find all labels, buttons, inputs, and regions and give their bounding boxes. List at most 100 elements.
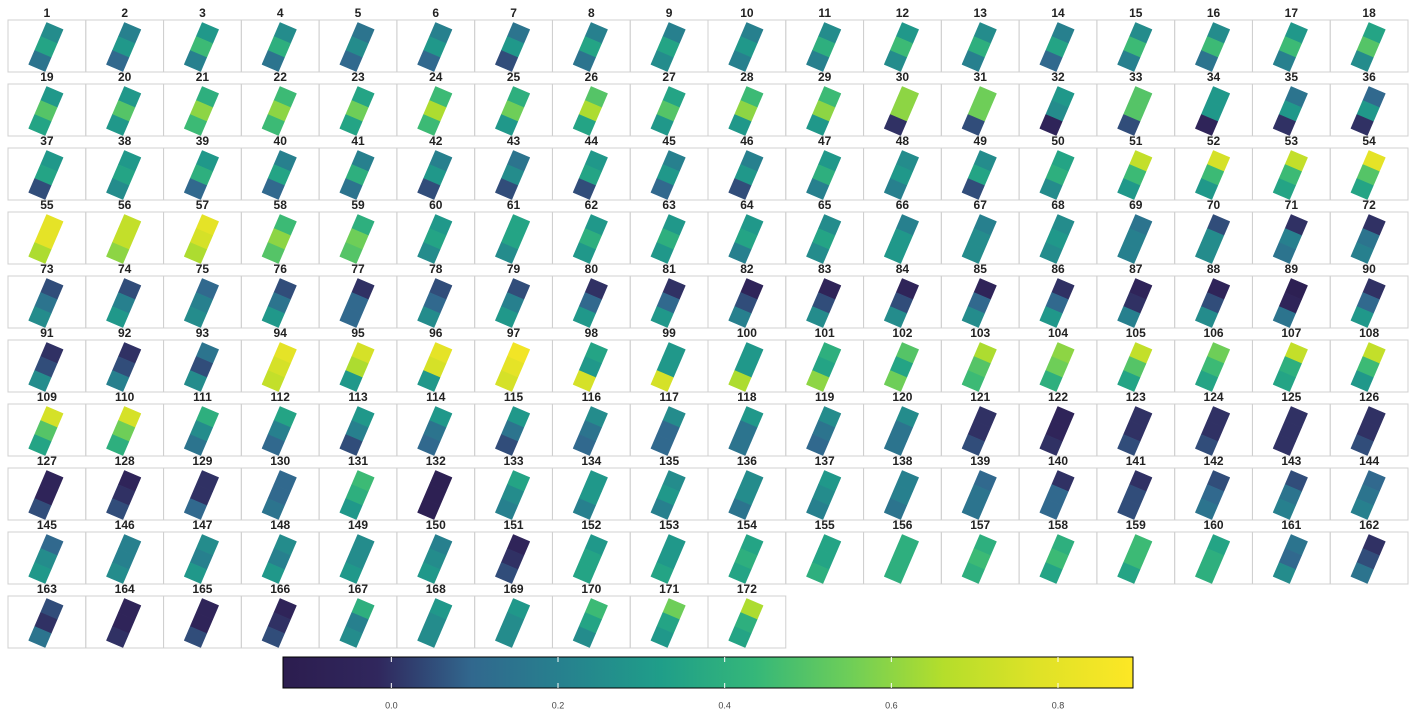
panel-title: 89 — [1285, 262, 1299, 276]
panel-title: 55 — [40, 198, 54, 212]
panel-title: 29 — [818, 70, 832, 84]
panel-title: 170 — [581, 582, 601, 596]
panel-title: 74 — [118, 262, 132, 276]
panel-title: 145 — [37, 518, 57, 532]
panel-title: 109 — [37, 390, 57, 404]
panel-title: 81 — [662, 262, 676, 276]
panel-title: 162 — [1359, 518, 1379, 532]
panel-title: 147 — [192, 518, 212, 532]
panel-title: 17 — [1285, 6, 1299, 20]
panel-title: 97 — [507, 326, 521, 340]
panel-title: 129 — [192, 454, 212, 468]
panel-title: 22 — [274, 70, 288, 84]
colorbar-tick-label: 0.2 — [552, 700, 565, 710]
panel-title: 56 — [118, 198, 132, 212]
panel-title: 143 — [1281, 454, 1301, 468]
panel-title: 44 — [585, 134, 599, 148]
colorbar-tick-label: 0.8 — [1052, 700, 1065, 710]
panel-title: 92 — [118, 326, 132, 340]
panel-title: 124 — [1204, 390, 1224, 404]
panel-title: 90 — [1362, 262, 1376, 276]
panel-title: 111 — [193, 390, 212, 404]
panel-title: 142 — [1204, 454, 1224, 468]
panel-title: 13 — [974, 6, 988, 20]
panel-title: 67 — [974, 198, 988, 212]
panel-title: 91 — [40, 326, 54, 340]
panel-title: 113 — [348, 390, 368, 404]
panel-title: 23 — [351, 70, 365, 84]
panel-title: 51 — [1129, 134, 1143, 148]
panel-title: 133 — [504, 454, 524, 468]
panel-title: 15 — [1129, 6, 1143, 20]
panel-title: 130 — [270, 454, 290, 468]
panel-title: 53 — [1285, 134, 1299, 148]
colorbar-tick-label: 0.4 — [718, 700, 731, 710]
panel-title: 125 — [1281, 390, 1301, 404]
panel-title: 30 — [896, 70, 910, 84]
panel-title: 54 — [1362, 134, 1376, 148]
panel-title: 157 — [970, 518, 990, 532]
panel-title: 87 — [1129, 262, 1143, 276]
panel-title: 171 — [659, 582, 679, 596]
panel-title: 60 — [429, 198, 443, 212]
panel-title: 50 — [1051, 134, 1065, 148]
panel-title: 21 — [196, 70, 210, 84]
panel-title: 141 — [1126, 454, 1146, 468]
panel-title: 20 — [118, 70, 132, 84]
panel-title: 86 — [1051, 262, 1065, 276]
panel-title: 159 — [1126, 518, 1146, 532]
colorbar — [283, 657, 1133, 688]
panel-title: 139 — [970, 454, 990, 468]
panel-title: 35 — [1285, 70, 1299, 84]
panel-title: 11 — [818, 6, 831, 20]
panel-title: 166 — [270, 582, 290, 596]
panel-title: 39 — [196, 134, 210, 148]
panel-title: 115 — [504, 390, 524, 404]
panel-title: 57 — [196, 198, 210, 212]
panel-title: 43 — [507, 134, 521, 148]
panel-title: 161 — [1281, 518, 1301, 532]
panel-title: 47 — [818, 134, 832, 148]
panel-title: 156 — [892, 518, 912, 532]
panel-title: 148 — [270, 518, 290, 532]
panel-title: 103 — [970, 326, 990, 340]
panel-title: 127 — [37, 454, 57, 468]
panel-title: 32 — [1051, 70, 1065, 84]
panel-title: 65 — [818, 198, 832, 212]
panel-title: 155 — [815, 518, 835, 532]
panel-title: 93 — [196, 326, 210, 340]
panel-title: 76 — [274, 262, 288, 276]
panel-title: 110 — [115, 390, 135, 404]
panel-title: 96 — [429, 326, 443, 340]
panel-title: 140 — [1048, 454, 1068, 468]
panel-title: 10 — [740, 6, 754, 20]
panel-title: 1 — [44, 6, 51, 20]
panel-title: 153 — [659, 518, 679, 532]
panel-title: 4 — [277, 6, 284, 20]
panel-title: 5 — [355, 6, 362, 20]
panel-title: 28 — [740, 70, 754, 84]
panel-title: 163 — [37, 582, 57, 596]
panel-title: 62 — [585, 198, 599, 212]
panel-title: 164 — [115, 582, 135, 596]
panel-title: 79 — [507, 262, 521, 276]
panel-title: 16 — [1207, 6, 1221, 20]
panel-title: 108 — [1359, 326, 1379, 340]
panel-title: 18 — [1362, 6, 1376, 20]
panel-title: 40 — [274, 134, 288, 148]
panel-title: 61 — [507, 198, 521, 212]
panel-title: 9 — [666, 6, 673, 20]
panel-title: 25 — [507, 70, 521, 84]
panel-title: 117 — [659, 390, 679, 404]
panel-title: 136 — [737, 454, 757, 468]
panel-title: 71 — [1285, 198, 1299, 212]
panel-title: 100 — [737, 326, 757, 340]
panel-title: 135 — [659, 454, 679, 468]
panel-title: 106 — [1204, 326, 1224, 340]
panel-title: 101 — [815, 326, 835, 340]
panel-title: 80 — [585, 262, 599, 276]
panel-title: 49 — [974, 134, 988, 148]
panel-title: 42 — [429, 134, 443, 148]
panel-title: 27 — [662, 70, 676, 84]
panel-title: 168 — [426, 582, 446, 596]
